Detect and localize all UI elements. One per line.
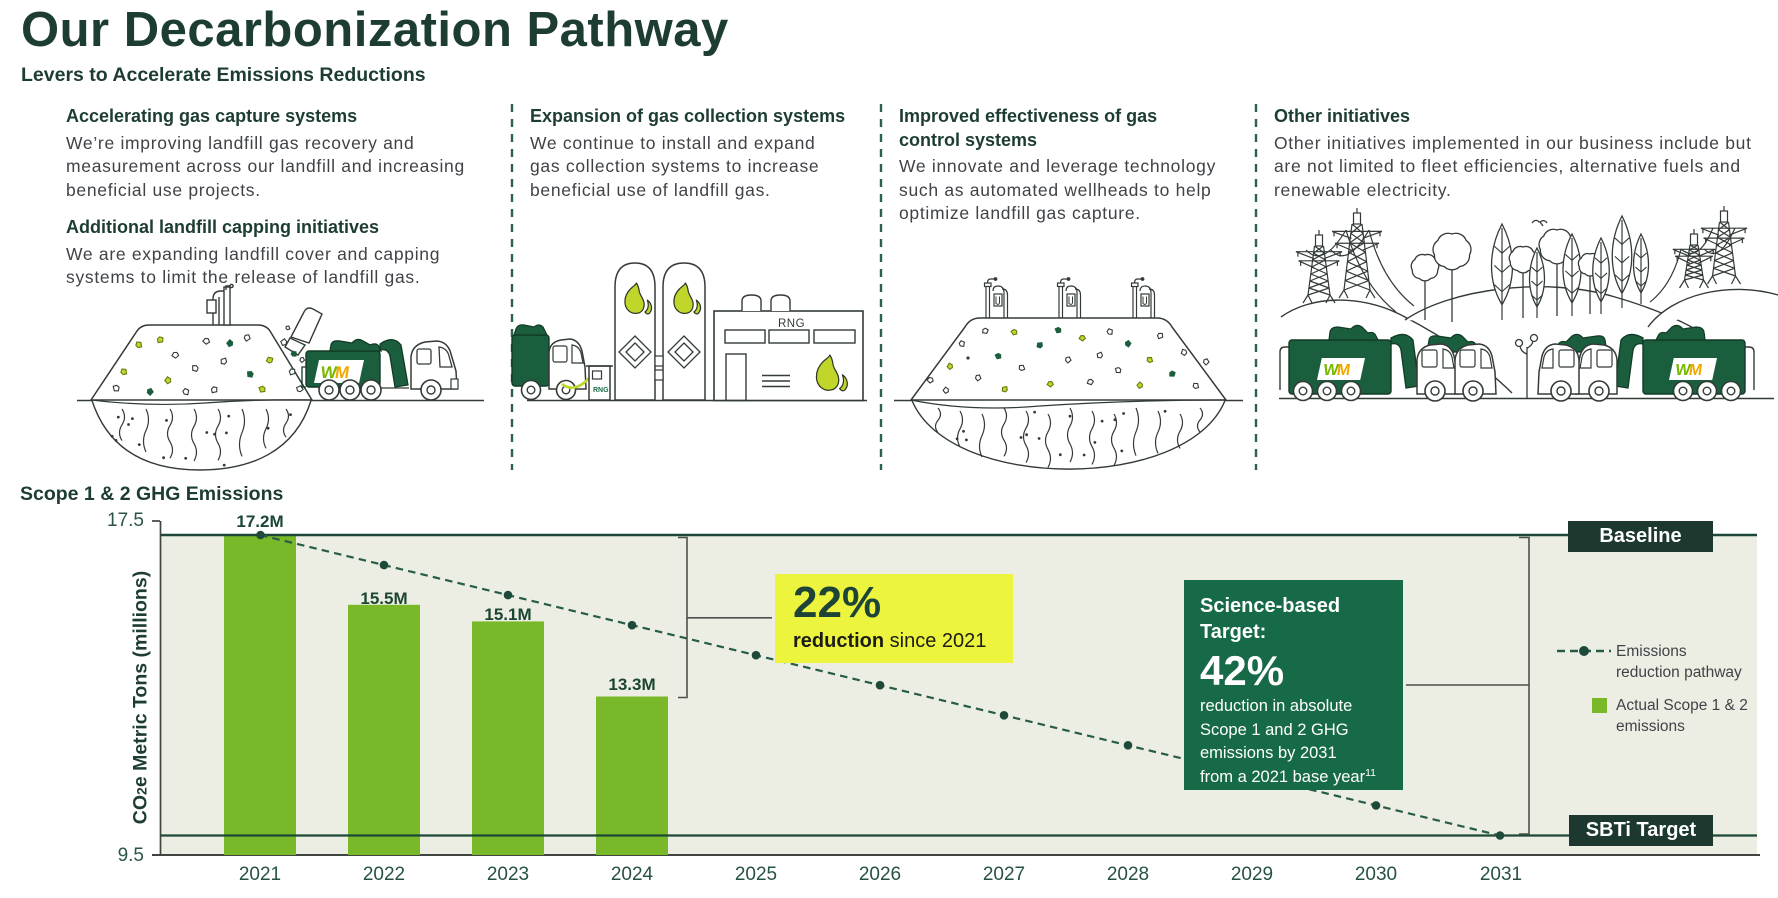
svg-text:RNG: RNG (593, 387, 609, 394)
svg-text:WM: WM (1674, 361, 1703, 379)
svg-text:WM: WM (319, 363, 350, 382)
svg-text:RNG: RNG (778, 318, 805, 330)
svg-text:WM: WM (1322, 361, 1351, 379)
